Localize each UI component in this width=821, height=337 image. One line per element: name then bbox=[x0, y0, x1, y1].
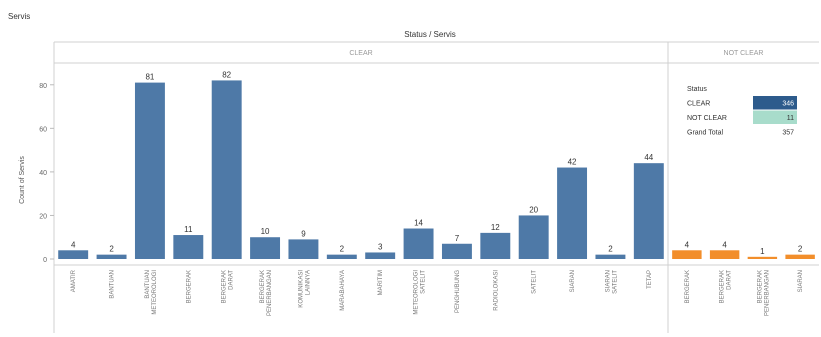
sheet-title: Servis bbox=[8, 12, 30, 21]
bar bbox=[211, 80, 242, 259]
x-tick-label: METEOROLOGISATELIT bbox=[414, 270, 427, 315]
data-label: 14 bbox=[414, 219, 423, 228]
x-tick-label: BERGERAKPENERBANGAN bbox=[260, 270, 273, 316]
data-label: 1 bbox=[760, 247, 765, 256]
bar bbox=[250, 237, 281, 259]
data-label: 82 bbox=[222, 70, 231, 79]
x-tick-label: PENGHUBUNG bbox=[455, 270, 461, 313]
data-label: 11 bbox=[184, 225, 193, 234]
data-label: 4 bbox=[722, 240, 727, 249]
panels: 0 20 40 60 80 CLEAR 4 AMATIR 2 BANTUAN 81 BANTUANME… bbox=[39, 41, 819, 333]
y-tick-label: 80 bbox=[39, 83, 47, 90]
x-tick-label: BANTUAN bbox=[110, 270, 116, 299]
legend-swatch bbox=[753, 125, 797, 139]
x-tick-label: BERGERAKPENERBANGAN bbox=[757, 270, 770, 316]
data-label: 2 bbox=[109, 245, 114, 254]
y-tick-label: 0 bbox=[43, 257, 47, 264]
panel-header-0: CLEAR bbox=[349, 50, 372, 57]
bar bbox=[441, 243, 472, 259]
legend-row-value: 11 bbox=[787, 115, 794, 122]
data-label: 7 bbox=[455, 234, 460, 243]
data-label: 4 bbox=[685, 240, 690, 249]
bar bbox=[747, 256, 778, 259]
chart-title: Status / Servis bbox=[404, 30, 456, 39]
panel-header-1: NOT CLEAR bbox=[724, 50, 764, 57]
data-label: 10 bbox=[261, 227, 270, 236]
bar bbox=[595, 254, 626, 259]
data-label: 12 bbox=[491, 223, 500, 232]
data-label: 2 bbox=[608, 245, 613, 254]
data-label: 42 bbox=[568, 158, 577, 167]
x-tick-label: BERGERAK bbox=[685, 270, 691, 303]
data-label: 20 bbox=[529, 205, 538, 214]
bar bbox=[326, 254, 357, 259]
bar bbox=[709, 250, 740, 259]
legend-swatch bbox=[753, 110, 797, 124]
data-label: 81 bbox=[145, 73, 154, 82]
bar bbox=[173, 235, 204, 259]
data-label: 44 bbox=[644, 153, 653, 162]
bar bbox=[557, 167, 588, 259]
y-tick-label: 20 bbox=[39, 213, 47, 220]
x-tick-label: SATELIT bbox=[532, 270, 538, 294]
x-tick-label: BERGERAK bbox=[186, 270, 192, 303]
data-label: 2 bbox=[340, 245, 345, 254]
x-tick-label: MARABAHAYA bbox=[340, 270, 346, 311]
data-label: 3 bbox=[378, 242, 383, 251]
y-tick-label: 40 bbox=[39, 170, 47, 177]
x-tick-label: SIARANSATELIT bbox=[605, 270, 618, 294]
x-tick-label: AMATIR bbox=[71, 269, 77, 292]
y-tick-label: 60 bbox=[39, 126, 47, 133]
bar bbox=[785, 254, 815, 259]
bar bbox=[518, 215, 549, 259]
bar bbox=[403, 228, 434, 259]
bar bbox=[58, 250, 89, 259]
x-tick-label: BERGERAKDARAT bbox=[720, 270, 733, 304]
bar bbox=[288, 239, 319, 259]
y-axis-label: Count of Servis bbox=[19, 156, 26, 204]
data-label: 4 bbox=[71, 240, 76, 249]
x-tick-label: TETAP bbox=[647, 270, 653, 289]
bar bbox=[365, 252, 396, 259]
data-label: 2 bbox=[798, 245, 803, 254]
bar bbox=[96, 254, 127, 259]
x-tick-label: KOMUNIKASILAINNYA bbox=[298, 270, 311, 308]
bar bbox=[672, 250, 702, 259]
x-tick-label: SIARAN bbox=[570, 270, 576, 292]
x-tick-label: SIARAN bbox=[798, 270, 804, 292]
legend-table: Status CLEAR 346 NOT CLEAR 11 Grand Total 357 bbox=[687, 86, 797, 139]
legend-row-label: Grand Total bbox=[687, 130, 724, 137]
bar bbox=[480, 232, 511, 259]
x-tick-label: RADIOLOKASI bbox=[493, 270, 499, 311]
legend-row-value: 346 bbox=[782, 101, 794, 108]
legend-row-label: NOT CLEAR bbox=[687, 115, 727, 122]
x-tick-label: BANTUANMETEOROLOGI bbox=[145, 270, 158, 315]
legend-row-value: 357 bbox=[782, 130, 794, 137]
x-tick-label: BERGERAKDARAT bbox=[222, 270, 235, 304]
data-label: 9 bbox=[301, 229, 306, 238]
bar bbox=[633, 163, 664, 259]
legend-swatch bbox=[753, 96, 797, 110]
bar bbox=[134, 82, 165, 259]
legend-header: Status bbox=[687, 86, 707, 93]
legend-row-label: CLEAR bbox=[687, 101, 710, 108]
x-tick-label: MARITIM bbox=[378, 270, 384, 295]
